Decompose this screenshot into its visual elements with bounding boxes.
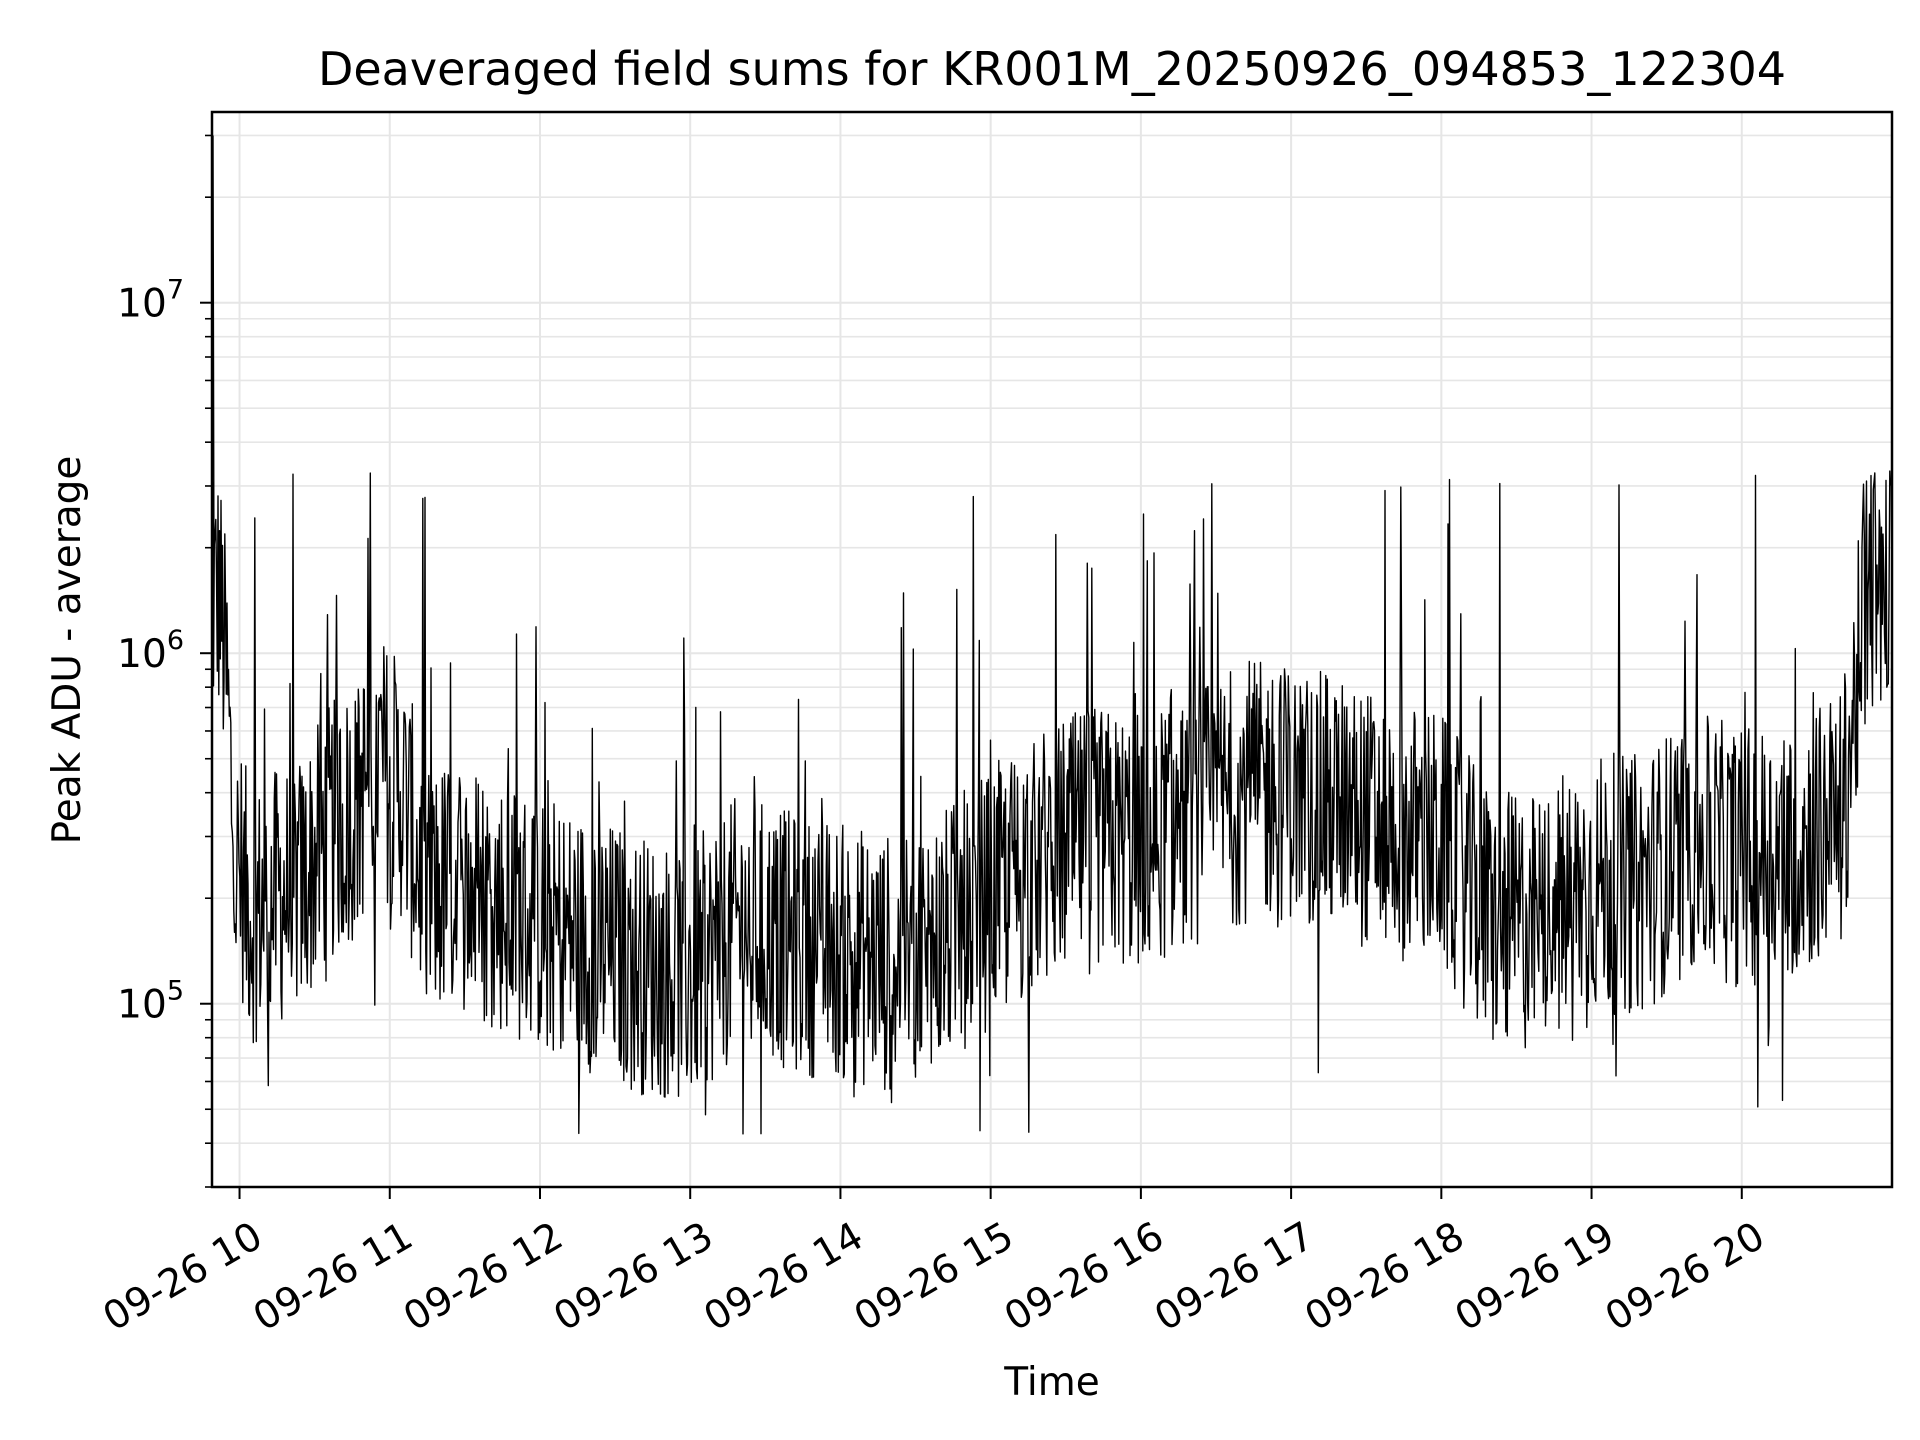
y-tick-label: 105 bbox=[117, 976, 184, 1028]
y-tick-label: 106 bbox=[117, 625, 184, 677]
series-path bbox=[211, 135, 1893, 1135]
y-axis-label: Peak ADU - average bbox=[45, 456, 90, 845]
plot-frame bbox=[210, 110, 1894, 1189]
x-axis-label: Time bbox=[1003, 1360, 1099, 1405]
y-tick-label: 107 bbox=[117, 275, 184, 327]
chart-title: Deaveraged field sums for KR001M_2025092… bbox=[318, 42, 1786, 96]
series-line bbox=[211, 135, 1893, 1135]
y-axis: 105 106 107 bbox=[117, 134, 212, 1188]
